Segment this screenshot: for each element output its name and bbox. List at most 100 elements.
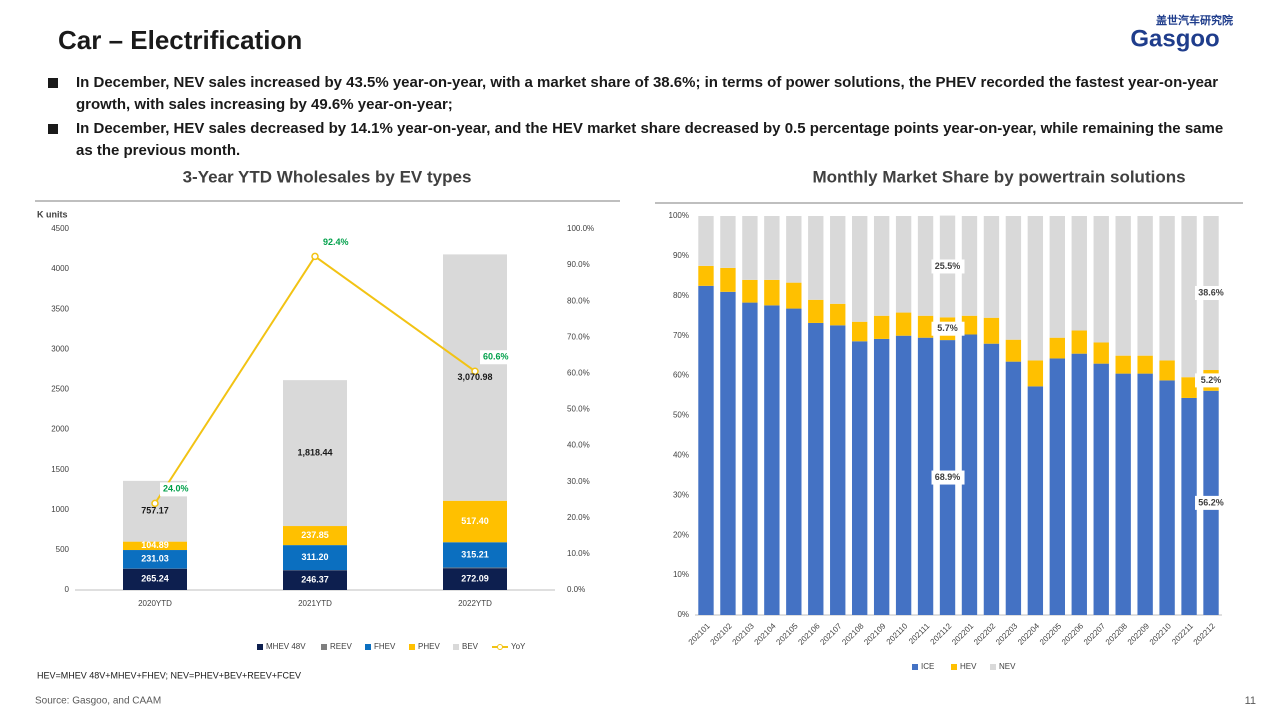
- x-tick-label: 202204: [1016, 621, 1042, 647]
- bar-segment: [1027, 360, 1044, 387]
- y-tick-label: 1500: [51, 465, 69, 474]
- y-tick-label: 40%: [673, 451, 689, 460]
- data-label: 265.24: [141, 574, 169, 584]
- y2-tick-label: 10.0%: [567, 549, 590, 558]
- x-tick-label: 2021YTD: [298, 599, 332, 608]
- label-box: [480, 350, 513, 365]
- bar-segment: [852, 341, 868, 615]
- page-number: 11: [1245, 695, 1256, 707]
- legend-label: FHEV: [374, 642, 396, 651]
- bar-segment: [873, 216, 890, 316]
- data-label: 311.20: [301, 552, 328, 562]
- bar-segment: [283, 570, 347, 590]
- bar-segment: [123, 541, 187, 551]
- y-tick-label: 60%: [673, 371, 689, 380]
- chart-title: Monthly Market Share by powertrain solut…: [812, 167, 1185, 186]
- data-label: 237.85: [301, 530, 329, 540]
- legend-label: BEV: [462, 642, 479, 651]
- bar-segment: [443, 500, 507, 543]
- bar-segment: [764, 279, 780, 306]
- label-box: [320, 235, 353, 250]
- legend-swatch: [409, 644, 415, 650]
- bar-segment: [1137, 216, 1153, 356]
- data-label: 5.7%: [937, 323, 958, 333]
- bar-segment: [786, 308, 802, 615]
- bar-segment: [895, 216, 912, 313]
- bar-segment: [1049, 216, 1065, 338]
- bar-segment: [808, 299, 824, 323]
- bar-segment: [983, 343, 1000, 615]
- data-label: 25.5%: [935, 261, 961, 271]
- x-tick-label: 202209: [1126, 621, 1152, 647]
- bar-segment: [983, 216, 1000, 318]
- x-tick-label: 2022YTD: [458, 599, 492, 608]
- bullet: In December, NEV sales increased by 43.5…: [48, 72, 1238, 116]
- y-tick-label: 90%: [673, 251, 689, 260]
- legend-marker: [497, 644, 503, 650]
- bar-segment: [830, 325, 846, 615]
- data-label: 60.6%: [483, 352, 509, 362]
- data-label: 3,070.98: [457, 372, 492, 382]
- bar-segment: [443, 542, 507, 568]
- bar-segment: [1027, 386, 1044, 615]
- bar-segment: [917, 216, 934, 316]
- label-box: [1195, 286, 1229, 301]
- y-tick-label: 4500: [51, 224, 69, 233]
- x-tick-label: 202210: [1148, 621, 1174, 647]
- bar-segment: [873, 315, 890, 339]
- bar-segment: [917, 315, 934, 338]
- bar-segment: [698, 285, 714, 615]
- bar-segment: [1071, 216, 1087, 331]
- bar-segment: [1049, 358, 1065, 615]
- chart-title: 3-Year YTD Wholesales by EV types: [183, 167, 472, 186]
- data-label: 24.0%: [163, 484, 189, 494]
- data-label: 231.03: [141, 554, 169, 564]
- y-tick-label: 70%: [673, 331, 689, 340]
- bar-segment: [1071, 353, 1087, 615]
- bar-segment: [808, 322, 824, 615]
- bar-segment: [443, 567, 507, 569]
- bar-segment: [786, 282, 802, 309]
- y2-tick-label: 90.0%: [567, 260, 590, 269]
- bar-segment: [895, 312, 912, 336]
- bar-segment: [1093, 342, 1109, 364]
- y-tick-label: 10%: [673, 570, 689, 579]
- x-tick-label: 202104: [753, 621, 779, 647]
- bar-segment: [283, 545, 347, 571]
- legend-swatch: [365, 644, 371, 650]
- bar-segment: [742, 302, 758, 615]
- x-tick-label: 2020YTD: [138, 599, 172, 608]
- y-tick-label: 20%: [673, 530, 689, 539]
- x-tick-label: 202110: [885, 621, 910, 646]
- legend-label: PHEV: [418, 642, 440, 651]
- x-tick-label: 202111: [907, 621, 932, 646]
- x-tick-label: 202206: [1060, 621, 1086, 647]
- bar-segment: [283, 380, 347, 527]
- bar-segment: [1093, 216, 1109, 343]
- y2-tick-label: 70.0%: [567, 332, 590, 341]
- bar-segment: [698, 216, 714, 266]
- bar-segment: [961, 334, 978, 615]
- footnote: HEV=MHEV 48V+MHEV+FHEV; NEV=PHEV+BEV+REE…: [37, 670, 301, 680]
- bar-segment: [852, 321, 868, 342]
- bar-segment: [917, 337, 934, 615]
- bar-segment: [764, 305, 780, 615]
- bar-segment: [830, 303, 846, 326]
- bar-segment: [720, 291, 736, 615]
- legend-label: HEV: [960, 662, 977, 671]
- x-tick-label: 202201: [950, 621, 976, 647]
- data-label: 68.9%: [935, 472, 961, 482]
- bar-segment: [283, 526, 347, 546]
- y-tick-label: 3000: [51, 344, 69, 353]
- data-label: 517.40: [461, 516, 489, 526]
- x-tick-label: 202211: [1170, 621, 1195, 646]
- bar-segment: [1159, 360, 1175, 381]
- bar-segment: [443, 568, 507, 590]
- y-tick-label: 0: [65, 585, 70, 594]
- bar-segment: [852, 216, 868, 322]
- legend-swatch: [453, 644, 459, 650]
- bar-segment: [1049, 337, 1065, 359]
- line-marker: [311, 252, 319, 261]
- bar-segment: [1071, 330, 1087, 354]
